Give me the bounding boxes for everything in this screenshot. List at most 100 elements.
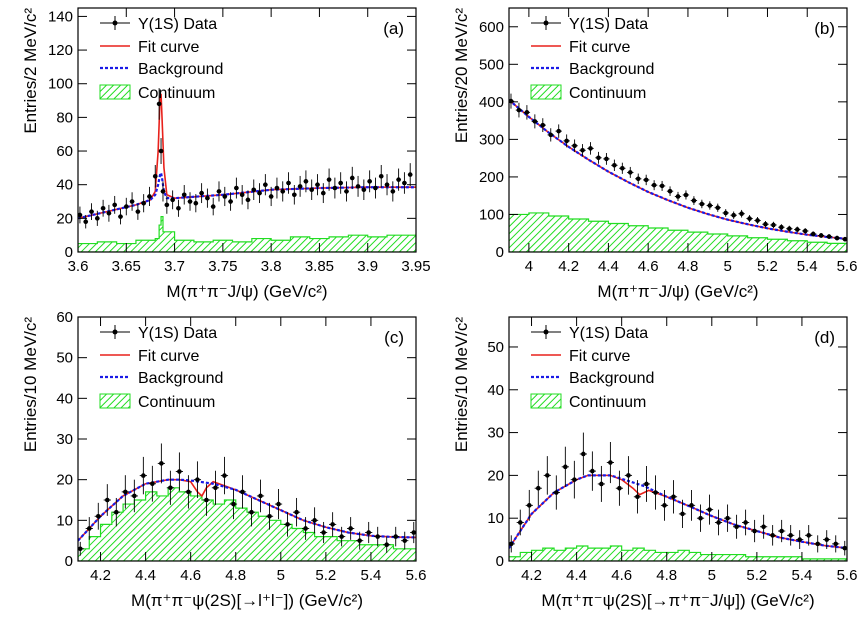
data-point [280, 181, 286, 202]
x-tick-label: 5.4 [361, 567, 382, 584]
legend-fit-label: Fit curve [569, 348, 630, 365]
background-curve [509, 474, 847, 550]
data-point [378, 165, 384, 188]
data-point [274, 177, 280, 199]
chart-svg: 4.2 4.4 4.6 4.8 5 5.2 5.4 5.6 0 10 20 30 40 50 60 M(π⁺π… [21, 309, 426, 610]
data-point [741, 509, 750, 536]
data-point [103, 484, 111, 516]
y-tick-label: 80 [56, 109, 73, 126]
data-point [202, 484, 211, 516]
x-tick-label: 4.6 [180, 567, 201, 584]
legend-fit-label: Fit curve [138, 39, 199, 56]
legend-data-label: Υ(1S) Data [569, 16, 648, 33]
x-tick-label: 4.8 [678, 258, 699, 275]
x-tick-label: 4.6 [611, 567, 632, 584]
data-point [754, 217, 761, 224]
data-point [539, 118, 546, 133]
data-point [152, 165, 158, 188]
data-point [187, 192, 193, 211]
y-tick-label: 200 [479, 169, 504, 186]
legend: Υ(1S) Data Fit curve Background Continuum [530, 325, 654, 411]
data-point [690, 196, 698, 205]
legend: Υ(1S) Data Fit curve Background Continuum [530, 16, 654, 102]
y-tick-label: 40 [56, 390, 73, 407]
y-tick-label: 50 [487, 339, 504, 356]
legend-fit-label: Fit curve [138, 348, 199, 365]
y-tick-label: 50 [56, 350, 73, 367]
data-point [606, 441, 615, 484]
data-point [666, 186, 674, 196]
data-point [833, 235, 841, 241]
y-tick-label: 120 [48, 42, 73, 59]
data-point [802, 228, 809, 234]
y-axis-label: Entries/20 MeV/c² [452, 8, 471, 143]
data-point [603, 153, 610, 165]
data-point [303, 170, 309, 193]
continuum-histogram [509, 545, 847, 561]
data-point [130, 479, 138, 513]
data-point [349, 166, 355, 190]
data-point [384, 174, 390, 196]
data-point [326, 168, 332, 191]
data-point [158, 138, 164, 164]
data-point [157, 443, 165, 484]
data-point [762, 220, 769, 228]
x-tick-label: 4.4 [566, 567, 587, 584]
plot-frame [77, 7, 417, 253]
data-point [698, 199, 706, 209]
data-point [374, 526, 382, 547]
data-point [320, 521, 328, 544]
data-point [587, 142, 594, 155]
data-point [615, 470, 624, 506]
legend-continuum-label: Continuum [569, 394, 646, 411]
background-curve [78, 478, 416, 542]
data-point [216, 181, 222, 202]
x-axis-label: M(π⁺π⁻J/ψ) (GeV/c²) [166, 282, 327, 301]
data-point [338, 172, 343, 194]
fit-curve [509, 474, 847, 549]
x-axis-label: M(π⁺π⁻J/ψ) (GeV/c²) [597, 282, 758, 301]
data-point [338, 526, 346, 547]
x-tick-label: 4 [525, 258, 533, 275]
data-point [148, 465, 156, 502]
y-tick-label: 10 [56, 512, 73, 529]
x-tick-label: 4.2 [90, 567, 111, 584]
data-point [106, 204, 112, 222]
data-point [635, 173, 642, 185]
y-tick-label: 0 [496, 553, 504, 570]
data-point [356, 531, 364, 550]
panel-b: 4 4.2 4.4 4.6 4.8 5 5.2 5.4 5.6 0 100 200 300 400 500 6… [431, 0, 862, 309]
data-point [211, 470, 220, 505]
data-point [210, 197, 216, 216]
data-point [786, 225, 793, 232]
y-tick-label: 600 [479, 19, 504, 36]
data-point [746, 215, 753, 223]
x-tick-label: 3.7 [164, 258, 185, 275]
data-point [297, 175, 303, 197]
x-tick-label: 3.65 [112, 258, 141, 275]
data-point [624, 456, 633, 495]
y-axis-label: Entries/2 MeV/c² [21, 8, 40, 134]
y-tick-label: 40 [487, 382, 504, 399]
data-point [396, 168, 401, 191]
data-point [770, 221, 777, 229]
data-point [674, 191, 682, 202]
continuum-histogram [509, 212, 847, 252]
data-point [611, 159, 618, 171]
x-tick-label: 5.4 [792, 567, 813, 584]
legend: Υ(1S) Data Fit curve Background Continuum [99, 16, 223, 102]
continuum-histogram [78, 487, 416, 561]
data-point [310, 507, 319, 534]
data-point [723, 504, 732, 532]
data-point [825, 234, 833, 240]
x-tick-label: 3.6 [68, 258, 89, 275]
y-axis-label: Entries/10 MeV/c² [452, 317, 471, 452]
y-tick-label: 400 [479, 94, 504, 111]
data-point [738, 209, 745, 218]
y-tick-label: 100 [48, 76, 73, 93]
data-point [193, 194, 199, 213]
data-point [570, 460, 578, 499]
data-point [579, 144, 586, 157]
data-point [361, 179, 367, 201]
